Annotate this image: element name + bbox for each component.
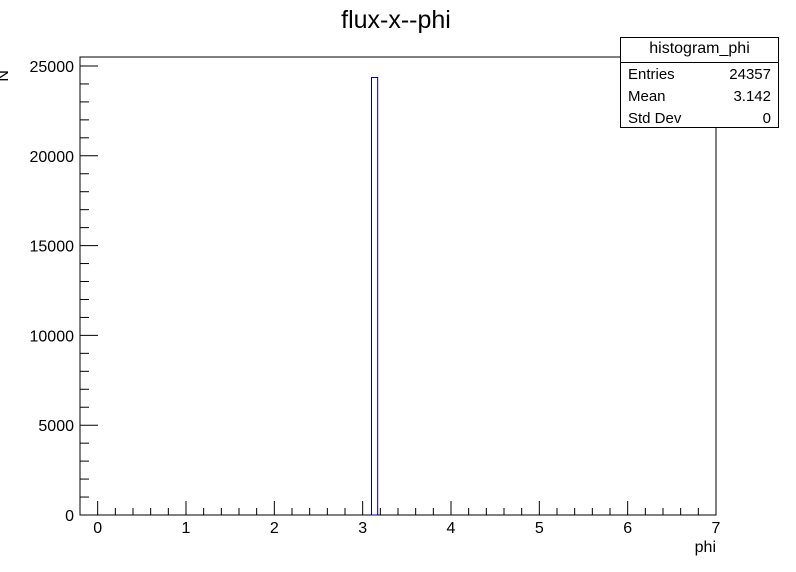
- y-tick-label: 5000: [38, 418, 74, 435]
- stats-row-stddev: Std Dev 0: [621, 107, 778, 129]
- y-tick-label: 20000: [30, 149, 75, 166]
- stats-label: Entries: [628, 66, 675, 83]
- x-tick-label: 1: [182, 520, 191, 537]
- axis-ticks: 0 1 2 3 4 5 6 7 0 5000 10000 15000 20000 25000: [30, 59, 721, 537]
- y-tick-label: 15000: [30, 239, 75, 256]
- x-tick-label: 6: [623, 520, 632, 537]
- y-tick-label: 10000: [30, 328, 75, 345]
- stats-value: 24357: [729, 66, 771, 83]
- x-tick-label: 0: [93, 520, 102, 537]
- stats-label: Mean: [628, 88, 666, 105]
- histogram-bin: [371, 77, 379, 516]
- stats-value: 0: [762, 110, 771, 127]
- x-tick-label: 7: [712, 520, 721, 537]
- histogram-bars: [371, 77, 379, 516]
- stats-box: histogram_phi Entries 24357 Mean 3.142 S…: [620, 37, 779, 128]
- chart-title: flux-x--phi: [341, 6, 451, 34]
- stats-label: Std Dev: [628, 110, 682, 127]
- y-tick-label: 25000: [30, 59, 75, 76]
- y-tick-label: 0: [65, 508, 74, 525]
- x-tick-label: 3: [358, 520, 367, 537]
- stats-title: histogram_phi: [621, 38, 778, 63]
- x-tick-label: 5: [535, 520, 544, 537]
- y-axis-label: N: [0, 70, 12, 82]
- x-axis-label: phi: [695, 539, 716, 556]
- stats-row-mean: Mean 3.142: [621, 85, 778, 107]
- stats-value: 3.142: [733, 88, 771, 105]
- stats-row-entries: Entries 24357: [621, 63, 778, 85]
- x-tick-label: 4: [447, 520, 456, 537]
- x-tick-label: 2: [270, 520, 279, 537]
